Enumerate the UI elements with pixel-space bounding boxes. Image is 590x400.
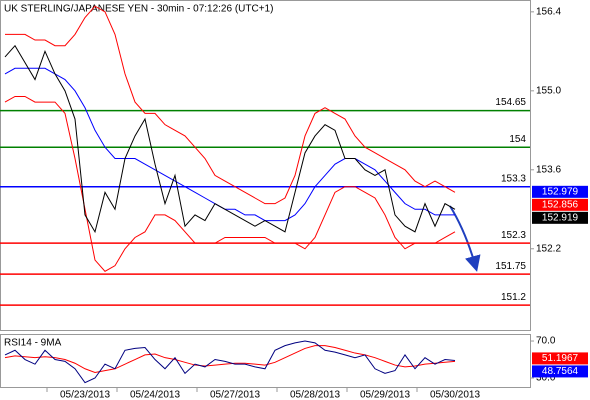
series-line <box>4 95 456 272</box>
x-tick-label: 05/28/2013 <box>290 390 340 400</box>
level-label: 153.3 <box>501 173 526 184</box>
y-tick-label: 70.0 <box>536 336 556 347</box>
price-tag <box>532 365 588 378</box>
price-tag <box>532 185 588 198</box>
series-line <box>4 44 456 234</box>
x-tick-label: 05/27/2013 <box>210 390 260 400</box>
series-line <box>4 67 455 222</box>
series-line <box>4 340 456 384</box>
price-tag-label: 152.919 <box>542 212 579 223</box>
x-tick-label: 05/23/2013 <box>60 390 110 400</box>
forecast-arrow <box>449 205 481 272</box>
y-tick-label: 153.6 <box>536 164 561 175</box>
x-tick-label: 05/29/2013 <box>360 390 410 400</box>
y-tick-label: 152.2 <box>536 243 561 254</box>
level-label: 151.2 <box>501 292 526 303</box>
level-label: 152.3 <box>501 230 526 241</box>
chart-title: UK STERLING/JAPANESE YEN - 30min - 07:12… <box>4 4 273 15</box>
level-label: 154 <box>509 134 526 145</box>
price-tag <box>532 198 588 211</box>
level-label: 151.75 <box>495 261 526 272</box>
y-tick-label: 30.0 <box>536 373 556 384</box>
series-line <box>5 5 456 205</box>
price-tag <box>532 211 588 224</box>
price-tag-label: 51.1967 <box>542 353 579 364</box>
rsi-title: RSI14 - 9MA <box>4 338 62 349</box>
main-panel <box>0 0 531 331</box>
x-tick-label: 05/30/2013 <box>430 390 480 400</box>
price-tag-label: 152.856 <box>542 199 579 210</box>
price-tag <box>532 352 588 365</box>
y-tick-label: 156.4 <box>536 6 561 17</box>
price-tag-label: 152.979 <box>542 186 579 197</box>
y-tick-label: 155.0 <box>536 85 561 96</box>
series-line <box>4 345 456 373</box>
x-tick-label: 05/24/2013 <box>130 390 180 400</box>
price-tag-label: 48.7564 <box>542 366 579 377</box>
rsi-panel <box>0 334 531 388</box>
level-label: 154.65 <box>495 97 526 108</box>
